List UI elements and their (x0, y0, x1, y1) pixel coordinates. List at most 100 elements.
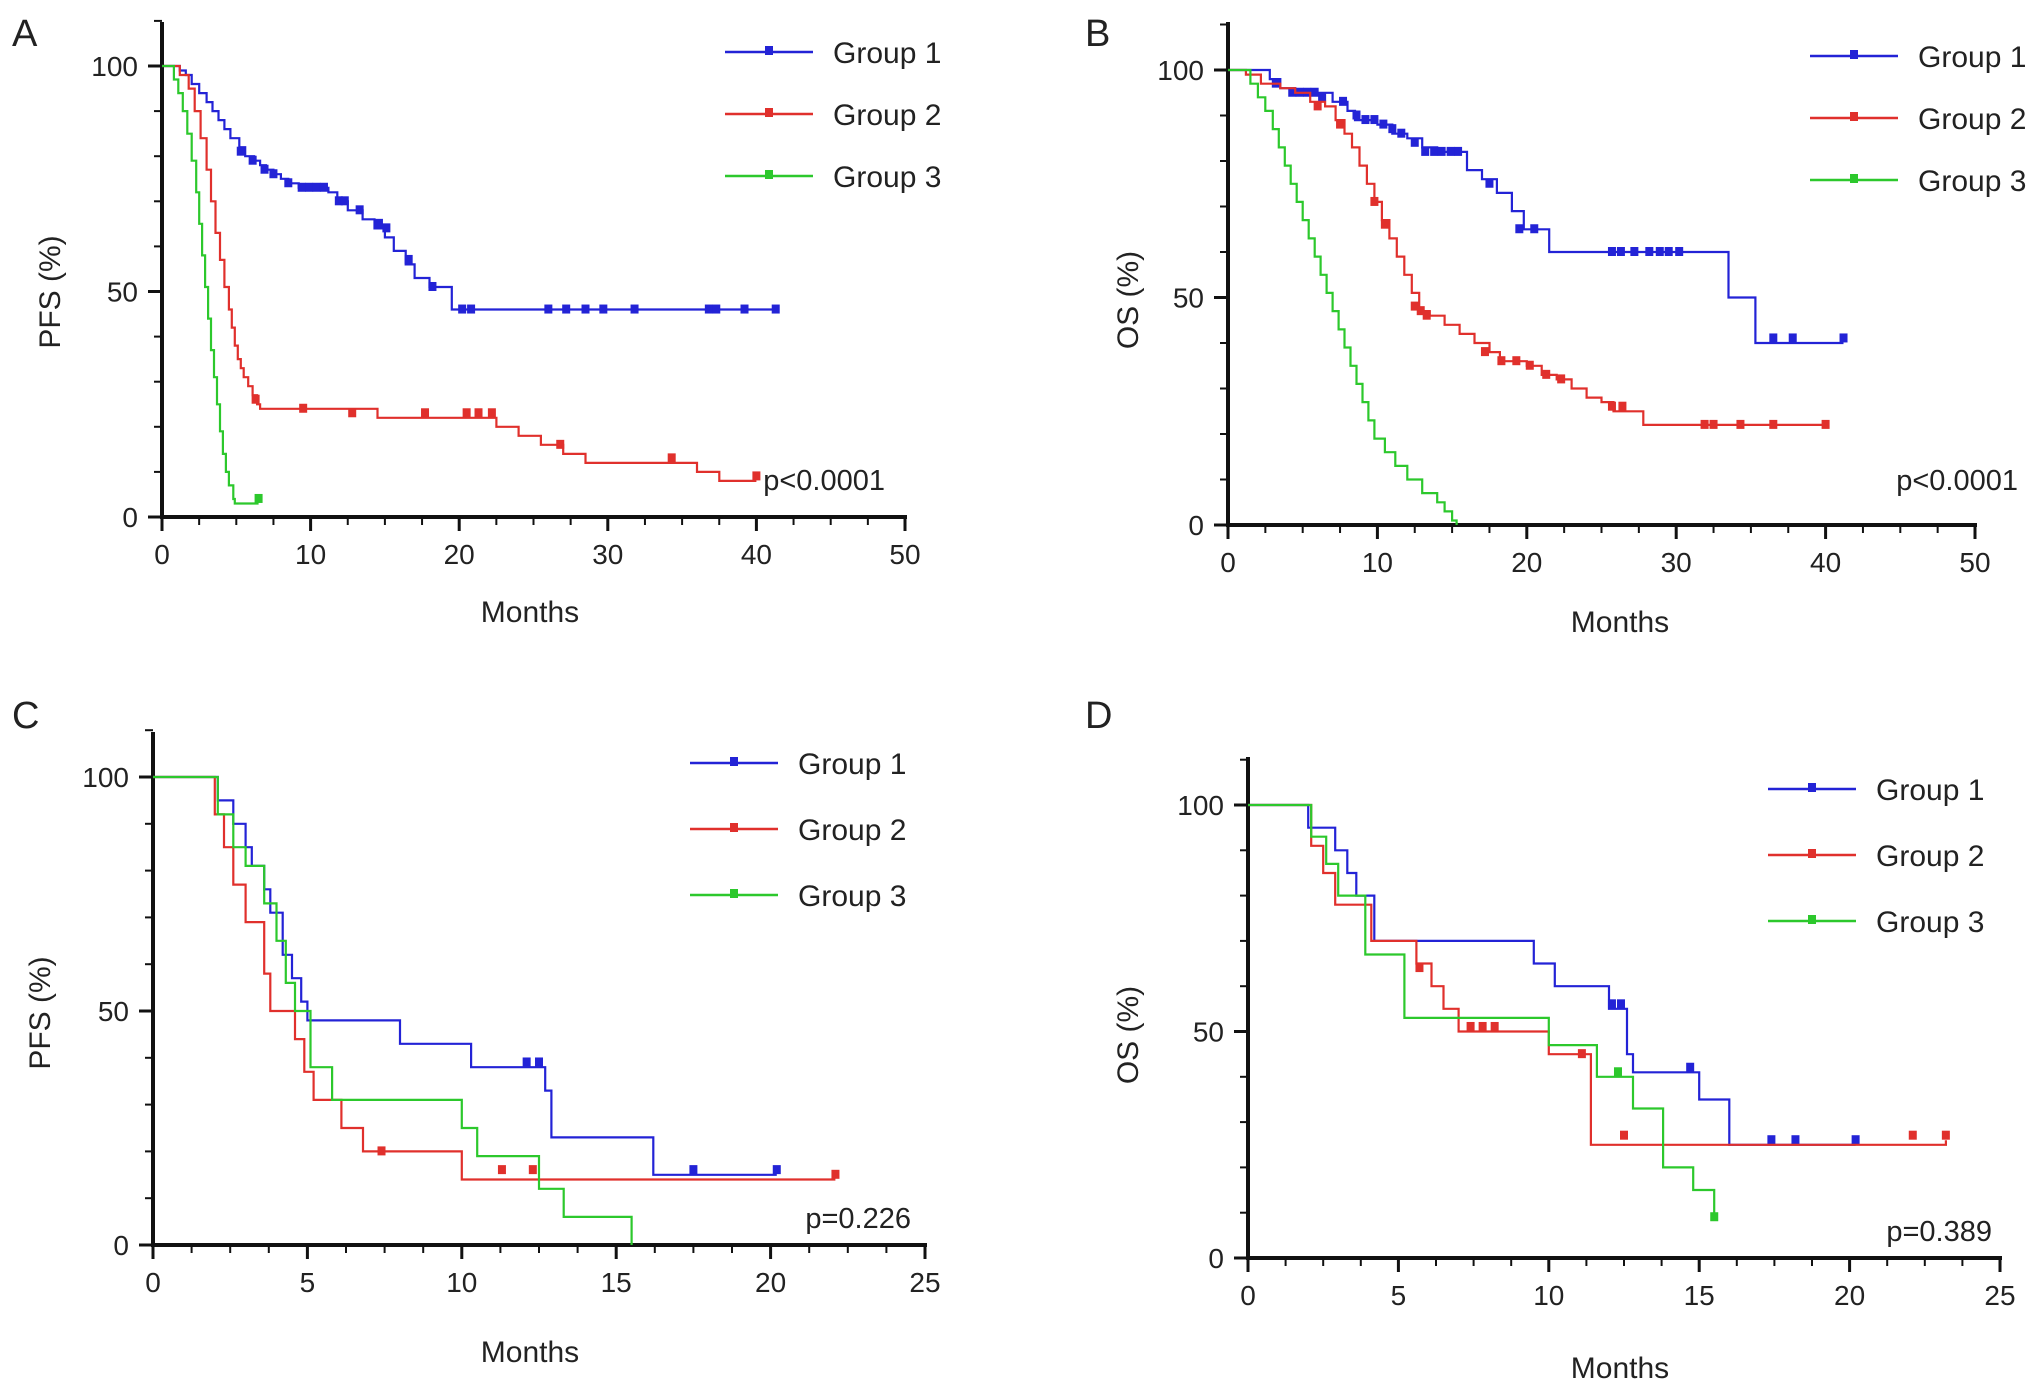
km-curve-group-2 (1228, 70, 1826, 425)
censor-mark (1370, 197, 1378, 206)
censor-mark (1421, 147, 1429, 156)
legend-marker (765, 46, 773, 55)
panel-d: D0 5 10 15 20 25050100MonthsOS (%)Group 1Grou… (1085, 695, 2016, 1385)
panel-letter: B (1085, 13, 1110, 55)
y-tick-label: 100 (1177, 790, 1224, 821)
x-tick-label: 20 (444, 539, 475, 570)
censor-mark (1491, 1022, 1499, 1031)
legend-label: Group 3 (833, 161, 941, 194)
censor-mark (1423, 311, 1431, 320)
legend-marker (730, 889, 738, 898)
x-tick-label: 30 (1661, 547, 1692, 578)
y-tick-label: 50 (107, 277, 138, 308)
censor-mark (1388, 124, 1396, 133)
panel-b: B 0 10 20 30 40 50 0 50 100 Months OS (%) Group 1 Gro… (1085, 13, 2026, 639)
censor-mark (1769, 333, 1777, 342)
legend-marker (1808, 849, 1816, 858)
censor-mark (689, 1165, 697, 1174)
censor-mark (249, 156, 257, 165)
p-value: p=0.226 (805, 1203, 911, 1235)
censor-mark (1336, 120, 1344, 129)
censor-mark (1942, 1131, 1950, 1140)
censor-mark (712, 305, 720, 314)
censor-mark (284, 178, 292, 187)
km-curve-group-1 (1248, 805, 1856, 1145)
censor-mark (1447, 147, 1455, 156)
km-curve-group-2 (162, 66, 756, 481)
censor-mark (631, 305, 639, 314)
censor-mark (1370, 115, 1378, 124)
censor-mark (1438, 147, 1446, 156)
censor-mark (1618, 402, 1626, 411)
censor-mark (341, 196, 349, 205)
censor-mark (1530, 224, 1538, 233)
panel-a: A 0 10 20 30 40 50 0 50 100 Months PFS (%) Group 1 Gr… (12, 13, 941, 629)
censor-mark (428, 282, 436, 291)
censor-mark (1617, 247, 1625, 256)
legend-label: Group 2 (1876, 840, 1984, 873)
series-group-3 (162, 66, 263, 504)
censor-mark (599, 305, 607, 314)
censor-mark (269, 169, 277, 178)
x-tick-label: 0 (154, 539, 170, 570)
censor-mark (298, 183, 306, 192)
censor-mark (421, 408, 429, 417)
x-tick-label: 0 (1220, 547, 1236, 578)
x-axis-label: Months (481, 1336, 579, 1369)
x-tick-label: 10 (446, 1267, 477, 1298)
censor-mark (773, 1165, 781, 1174)
censor-mark (1381, 220, 1389, 229)
censor-mark (582, 305, 590, 314)
censor-mark (1608, 402, 1616, 411)
censor-mark (741, 305, 749, 314)
censor-mark (1909, 1131, 1917, 1140)
censor-mark (1515, 224, 1523, 233)
censor-mark (299, 404, 307, 413)
censor-mark (1479, 1022, 1487, 1031)
legend-label: Group 2 (798, 814, 906, 847)
y-tick-label: 0 (113, 1230, 129, 1261)
x-tick-label: 25 (909, 1267, 940, 1298)
censor-mark (1617, 999, 1625, 1008)
series-group-1 (1228, 70, 1848, 343)
censor-mark (1314, 101, 1322, 110)
censor-mark (1497, 356, 1505, 365)
legend-label: Group 3 (798, 880, 906, 913)
censor-mark (752, 471, 760, 480)
censor-mark (705, 305, 713, 314)
y-tick-label: 100 (1157, 55, 1204, 86)
censor-mark (356, 205, 364, 214)
censor-mark (463, 408, 471, 417)
legend-label: Group 1 (798, 748, 906, 781)
censor-mark (1430, 147, 1438, 156)
censor-mark (1789, 333, 1797, 342)
y-tick-label: 0 (122, 502, 138, 533)
legend-marker (1850, 174, 1858, 183)
x-tick-label: 20 (1511, 547, 1542, 578)
legend-label: Group 1 (1876, 774, 1984, 807)
legend-label: Group 2 (1918, 103, 2026, 136)
y-tick-label: 100 (82, 762, 129, 793)
censor-mark (535, 1057, 543, 1066)
censor-mark (556, 440, 564, 449)
series-group-1 (162, 66, 780, 314)
censor-mark (313, 183, 321, 192)
y-tick-label: 0 (1188, 510, 1204, 541)
censor-mark (1656, 247, 1664, 256)
y-tick-label: 100 (91, 51, 138, 82)
series-group-2 (1228, 70, 1830, 429)
censor-mark (1467, 1022, 1475, 1031)
censor-mark (348, 408, 356, 417)
y-axis-label: PFS (%) (34, 235, 67, 348)
censor-mark (255, 494, 263, 503)
x-tick-label: 10 (295, 539, 326, 570)
censor-mark (1769, 420, 1777, 429)
legend-marker (730, 823, 738, 832)
x-tick-label: 25 (1984, 1280, 2015, 1311)
censor-mark (467, 305, 475, 314)
censor-mark (1620, 1131, 1628, 1140)
y-axis-label: PFS (%) (24, 956, 57, 1069)
censor-mark (1318, 92, 1326, 101)
censor-mark (498, 1165, 506, 1174)
legend-marker (765, 108, 773, 117)
